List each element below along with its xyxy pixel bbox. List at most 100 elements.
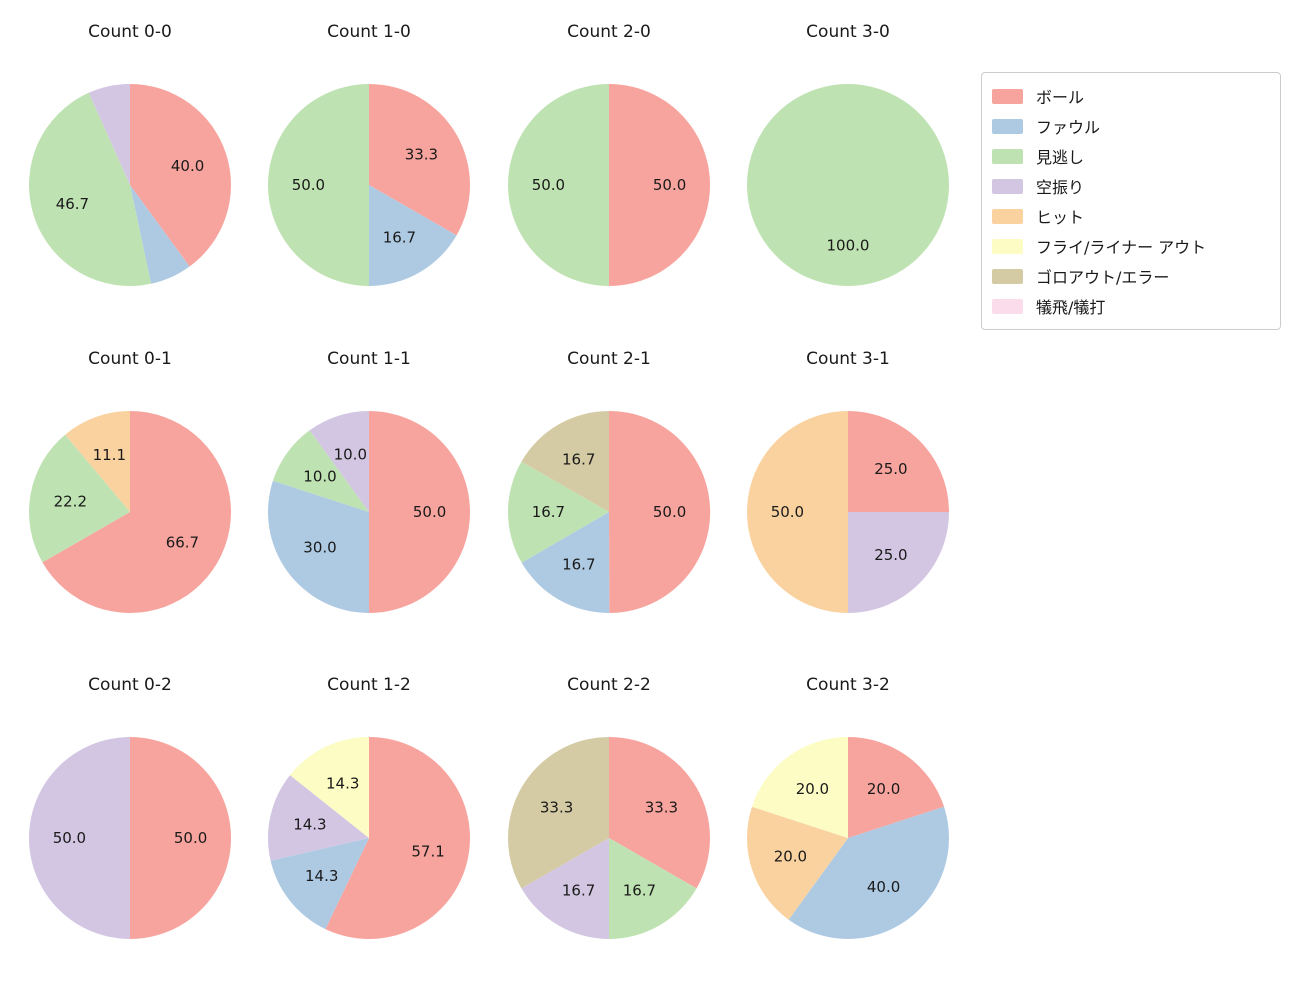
pie-slice-label: 50.0 — [653, 176, 686, 194]
pie-slice-label: 14.3 — [293, 816, 326, 834]
pie-slice — [369, 84, 470, 236]
pie-chart: 100.0 — [747, 84, 949, 286]
pie-slice — [267, 480, 369, 613]
pie-slice — [609, 410, 711, 613]
pie-slice — [369, 185, 457, 286]
legend-label: 空振り — [1036, 178, 1085, 197]
legend: ボール ファウル 見逃し 空振り ヒット フライ/ライナー アウト ゴロアウト/… — [981, 72, 1281, 330]
legend-item: 空振り — [992, 171, 1280, 201]
legend-swatch-hit — [992, 208, 1023, 224]
pie-slice — [88, 84, 130, 185]
chart-count-2-2: Count 2-2 33.3 16.7 16.7 33.3 — [479, 673, 739, 948]
legend-swatch-groundout-error — [992, 268, 1023, 284]
pie-slice-label: 16.7 — [562, 881, 595, 899]
pie-slice-label: 33.3 — [405, 146, 438, 164]
pie-slice — [508, 737, 609, 889]
legend-label: 見逃し — [1036, 148, 1085, 167]
legend-item: ヒット — [992, 201, 1280, 231]
chart-count-0-1: Count 0-1 66.7 22.2 11.1 — [0, 347, 260, 622]
pie-slice — [272, 430, 369, 512]
chart-count-1-0: Count 1-0 33.3 16.7 50.0 — [239, 20, 499, 295]
pie-slice-label: 16.7 — [562, 451, 595, 469]
chart-title: Count 1-0 — [327, 22, 411, 42]
pie-slice — [609, 838, 697, 939]
pie-slice-label: 50.0 — [771, 503, 804, 521]
pie-slice-label: 20.0 — [774, 848, 807, 866]
legend-swatch-fly-liner-out — [992, 238, 1023, 254]
pie-slice — [28, 434, 131, 563]
pie-slice-label: 40.0 — [867, 878, 900, 896]
legend-label: 犠飛/犠打 — [1036, 298, 1106, 317]
legend-item: フライ/ライナー アウト — [992, 231, 1280, 261]
pie-slice — [130, 185, 190, 284]
chart-count-3-2: Count 3-2 20.0 40.0 20.0 20.0 — [718, 673, 978, 948]
chart-title: Count 3-2 — [806, 675, 890, 695]
pie-slice — [270, 838, 369, 930]
pie-slice — [508, 461, 609, 563]
chart-count-2-0: Count 2-0 50.0 50.0 — [479, 20, 739, 295]
chart-title: Count 1-2 — [327, 675, 411, 695]
legend-item: 見逃し — [992, 141, 1280, 171]
pie-slice-label: 50.0 — [653, 503, 686, 521]
pie-slice — [848, 737, 945, 838]
legend-label: ボール — [1036, 88, 1085, 107]
pie-slice — [28, 92, 152, 287]
pie-slice — [42, 411, 232, 613]
pie-slice — [65, 411, 130, 512]
pie-slice — [289, 737, 369, 838]
legend-swatch-ball — [992, 88, 1023, 104]
chart-count-0-0: Count 0-0 40.0 46.7 — [0, 20, 260, 295]
chart-title: Count 2-2 — [567, 675, 651, 695]
chart-title: Count 0-0 — [88, 22, 172, 42]
pie-slice — [746, 806, 848, 920]
legend-swatch-sacrifice — [992, 298, 1023, 314]
chart-title: Count 2-0 — [567, 22, 651, 42]
pie-chart: 50.0 16.7 16.7 16.7 — [508, 410, 711, 614]
legend-label: ゴロアウト/エラー — [1036, 268, 1170, 287]
pie-slice — [848, 411, 949, 512]
pie-slice-label: 46.7 — [56, 195, 89, 213]
pie-slice-label: 66.7 — [166, 533, 199, 551]
pie-slice — [848, 512, 949, 613]
pie-slice — [268, 84, 369, 286]
pie-slice-label: 16.7 — [623, 881, 656, 899]
chart-title: Count 2-1 — [567, 349, 651, 369]
chart-title: Count 1-1 — [327, 349, 411, 369]
pie-slice-label: 10.0 — [334, 445, 367, 463]
pie-chart: 50.0 50.0 — [29, 737, 231, 939]
chart-count-1-2: Count 1-2 57.1 14.3 14.3 14.3 — [239, 673, 499, 948]
legend-item: ファウル — [992, 111, 1280, 141]
pie-chart: 66.7 22.2 11.1 — [28, 411, 232, 613]
legend-swatch-foul — [992, 118, 1023, 134]
pie-slice — [369, 411, 470, 613]
pie-slice-label: 33.3 — [540, 799, 573, 817]
legend-item: ボール — [992, 81, 1280, 111]
chart-count-3-0: Count 3-0 100.0 — [718, 20, 978, 295]
pie-slice — [130, 737, 231, 939]
pie-slice-label: 16.7 — [562, 556, 595, 574]
pie-slice-label: 57.1 — [411, 842, 444, 860]
pie-slice — [609, 737, 710, 889]
chart-count-3-1: Count 3-1 25.0 25.0 50.0 — [718, 347, 978, 622]
chart-title: Count 0-2 — [88, 675, 172, 695]
pie-slice-label: 16.7 — [383, 228, 416, 246]
chart-count-1-1: Count 1-1 50.0 30.0 10.0 10.0 — [239, 347, 499, 622]
pie-slice — [130, 84, 231, 267]
pie-slice-label: 50.0 — [174, 829, 207, 847]
chart-title: Count 3-0 — [806, 22, 890, 42]
pie-slice-label: 14.3 — [305, 867, 338, 885]
pie-slice — [521, 838, 609, 939]
pie-chart: 50.0 30.0 10.0 10.0 — [267, 411, 470, 613]
chart-count-2-1: Count 2-1 50.0 16.7 16.7 16.7 — [479, 347, 739, 622]
pie-chart: 40.0 46.7 — [28, 84, 231, 287]
pie-chart: 50.0 50.0 — [508, 84, 710, 286]
pie-slice-label: 25.0 — [874, 460, 907, 478]
pie-slice — [309, 411, 369, 512]
pie-slice — [788, 806, 950, 940]
pie-slice — [747, 411, 848, 613]
pie-slice — [29, 737, 130, 939]
legend-label: ヒット — [1036, 208, 1085, 227]
chart-count-0-2: Count 0-2 50.0 50.0 — [0, 673, 260, 948]
legend-swatch-swinging-strike — [992, 178, 1023, 194]
